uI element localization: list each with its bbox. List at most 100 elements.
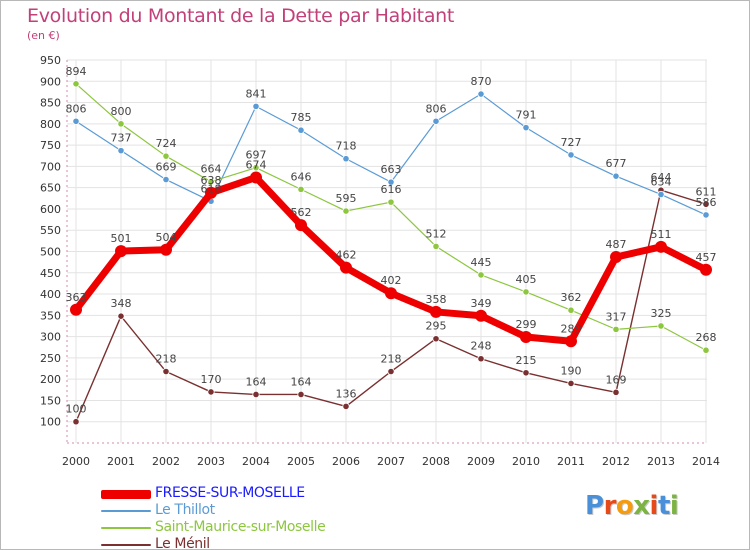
y-tick-label: 900	[40, 75, 61, 88]
data-label: 727	[561, 136, 582, 149]
data-point	[702, 200, 710, 208]
legend-swatch	[101, 510, 151, 512]
legend-label: Le Ménil	[155, 536, 210, 550]
data-label: 718	[336, 140, 357, 153]
data-label: 663	[381, 163, 402, 176]
data-point	[700, 263, 712, 276]
data-point	[477, 90, 485, 98]
x-tick-label: 2008	[422, 455, 450, 468]
data-label: 136	[336, 387, 357, 400]
data-label: 170	[201, 373, 222, 386]
data-label: 317	[606, 310, 627, 323]
data-point	[430, 305, 442, 318]
y-tick-label: 700	[40, 160, 61, 173]
x-tick-label: 2004	[242, 455, 270, 468]
y-tick-label: 550	[40, 224, 61, 237]
legend-label: Le Thillot	[155, 502, 215, 518]
y-tick-label: 200	[40, 373, 61, 386]
data-point	[117, 312, 125, 320]
data-point	[612, 172, 620, 180]
legend-swatch	[101, 490, 151, 499]
data-point	[432, 242, 440, 250]
data-label: 800	[111, 105, 132, 118]
data-point	[522, 124, 530, 132]
data-label: 215	[516, 354, 537, 367]
data-point	[477, 355, 485, 363]
data-label: 511	[651, 228, 672, 241]
data-label: 674	[246, 158, 267, 171]
data-point	[432, 117, 440, 125]
data-label: 562	[291, 206, 312, 219]
data-point	[160, 243, 172, 256]
data-label: 669	[156, 161, 177, 174]
data-point	[522, 288, 530, 296]
data-label: 870	[471, 75, 492, 88]
data-point	[72, 80, 80, 88]
x-tick-label: 2005	[287, 455, 315, 468]
data-label: 218	[156, 353, 177, 366]
data-point	[250, 171, 262, 184]
data-point	[115, 245, 127, 258]
y-tick-label: 300	[40, 331, 61, 344]
data-label: 512	[426, 227, 447, 240]
data-label: 611	[696, 185, 717, 198]
data-point	[567, 379, 575, 388]
data-point	[162, 367, 170, 376]
data-point	[207, 178, 215, 186]
data-point	[387, 178, 395, 186]
data-point	[475, 309, 487, 322]
data-label: 806	[66, 102, 87, 115]
data-point	[657, 322, 665, 330]
data-label: 169	[606, 373, 627, 386]
data-point	[342, 155, 350, 163]
data-label: 634	[651, 175, 672, 188]
data-label: 595	[336, 192, 357, 205]
data-point	[567, 151, 575, 159]
x-tick-label: 2010	[512, 455, 540, 468]
logo-letter: t	[657, 491, 670, 521]
data-label: 644	[651, 171, 672, 184]
data-point	[297, 390, 305, 399]
data-point	[432, 335, 440, 343]
legend-swatch	[101, 527, 151, 529]
data-label: 362	[561, 291, 582, 304]
data-label: 363	[66, 291, 87, 304]
data-point	[162, 152, 170, 160]
data-point	[252, 164, 260, 172]
data-point	[657, 190, 665, 199]
data-label: 457	[696, 251, 717, 264]
data-point	[252, 102, 260, 110]
data-label: 638	[201, 174, 222, 187]
data-label: 445	[471, 256, 492, 269]
x-tick-label: 2001	[107, 455, 135, 468]
logo-letter: r	[603, 491, 617, 521]
x-tick-label: 2014	[692, 455, 720, 468]
data-label: 785	[291, 111, 312, 124]
data-label: 586	[696, 196, 717, 209]
data-label: 218	[381, 353, 402, 366]
data-label: 348	[111, 297, 132, 310]
data-label: 664	[201, 163, 222, 176]
data-point	[205, 186, 217, 199]
data-point	[117, 147, 125, 155]
logo-letter: i	[649, 491, 659, 521]
data-point	[387, 198, 395, 206]
chart-title: Evolution du Montant de la Dette par Hab…	[27, 5, 455, 27]
x-tick-label: 2003	[197, 455, 225, 468]
data-point	[565, 335, 577, 348]
y-tick-label: 350	[40, 309, 61, 322]
data-label: 299	[516, 318, 537, 331]
logo-letter: i	[669, 491, 679, 521]
data-label: 248	[471, 340, 492, 353]
logo-letter: P	[585, 491, 604, 521]
y-tick-label: 450	[40, 267, 61, 280]
data-label: 616	[381, 183, 402, 196]
data-point	[702, 346, 710, 354]
x-tick-label: 2013	[647, 455, 675, 468]
data-label: 677	[606, 157, 627, 170]
legend-label: Saint-Maurice-sur-Moselle	[155, 519, 326, 535]
data-point	[655, 240, 667, 253]
data-point	[340, 261, 352, 274]
